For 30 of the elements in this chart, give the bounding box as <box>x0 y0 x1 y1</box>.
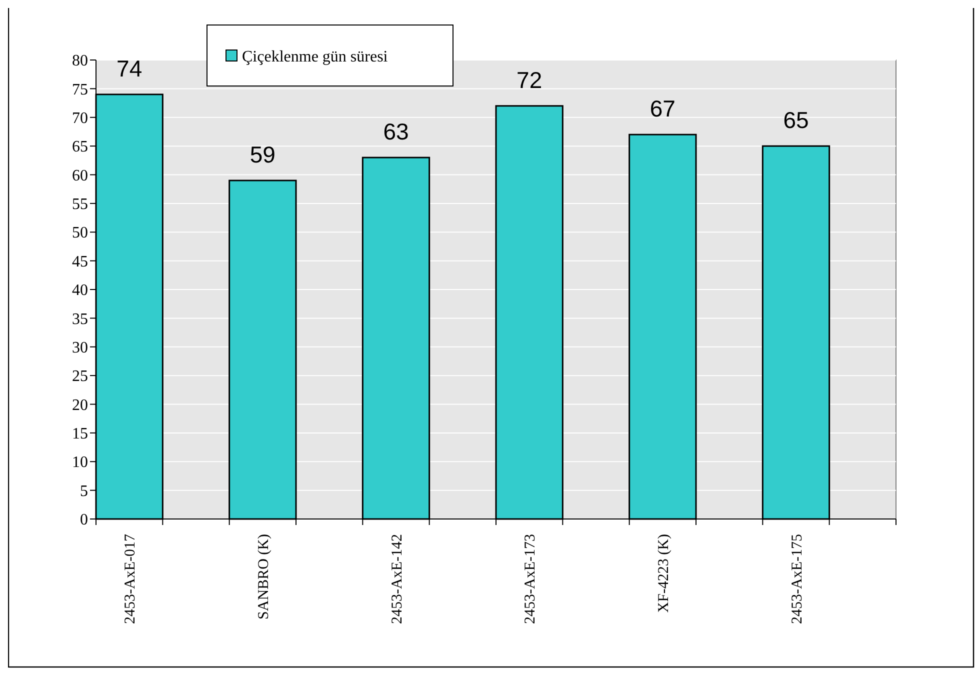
x-tick-label: 2453-AxE-142 <box>389 534 406 624</box>
legend-label: Çiçeklenme gün süresi <box>242 48 388 66</box>
y-tick-label: 5 <box>80 482 88 500</box>
y-tick-label: 80 <box>72 52 88 70</box>
y-tick-label: 40 <box>72 282 88 300</box>
y-tick-label: 35 <box>72 310 88 328</box>
data-label: 72 <box>516 66 542 93</box>
data-label: 63 <box>383 118 409 145</box>
y-tick-label: 45 <box>72 253 88 270</box>
y-tick-label: 15 <box>72 426 88 443</box>
y-tick-label: 0 <box>80 512 88 529</box>
y-tick-label: 25 <box>72 368 88 386</box>
y-tick-label: 65 <box>72 138 88 156</box>
data-label: 59 <box>250 141 276 168</box>
data-label: 74 <box>116 55 142 82</box>
y-tick-label: 60 <box>72 167 88 184</box>
y-tick-label: 50 <box>72 224 88 242</box>
x-tick-label: 2453-AxE-017 <box>122 534 139 624</box>
y-tick-label: 30 <box>72 339 88 356</box>
y-tick-label: 75 <box>72 81 88 98</box>
x-tick-label: 2453-AxE-173 <box>522 534 539 624</box>
y-tick-label: 55 <box>72 196 88 214</box>
y-tick-label: 70 <box>72 110 88 127</box>
x-tick-label: XF-4223 (K) <box>656 534 672 613</box>
x-tick-label: 2453-AxE-175 <box>789 534 806 624</box>
data-label: 65 <box>783 107 809 134</box>
x-tick-label: SANBRO (K) <box>256 534 272 620</box>
data-label: 67 <box>650 96 676 122</box>
y-tick-label: 10 <box>72 454 88 472</box>
y-tick-label: 20 <box>72 396 88 414</box>
